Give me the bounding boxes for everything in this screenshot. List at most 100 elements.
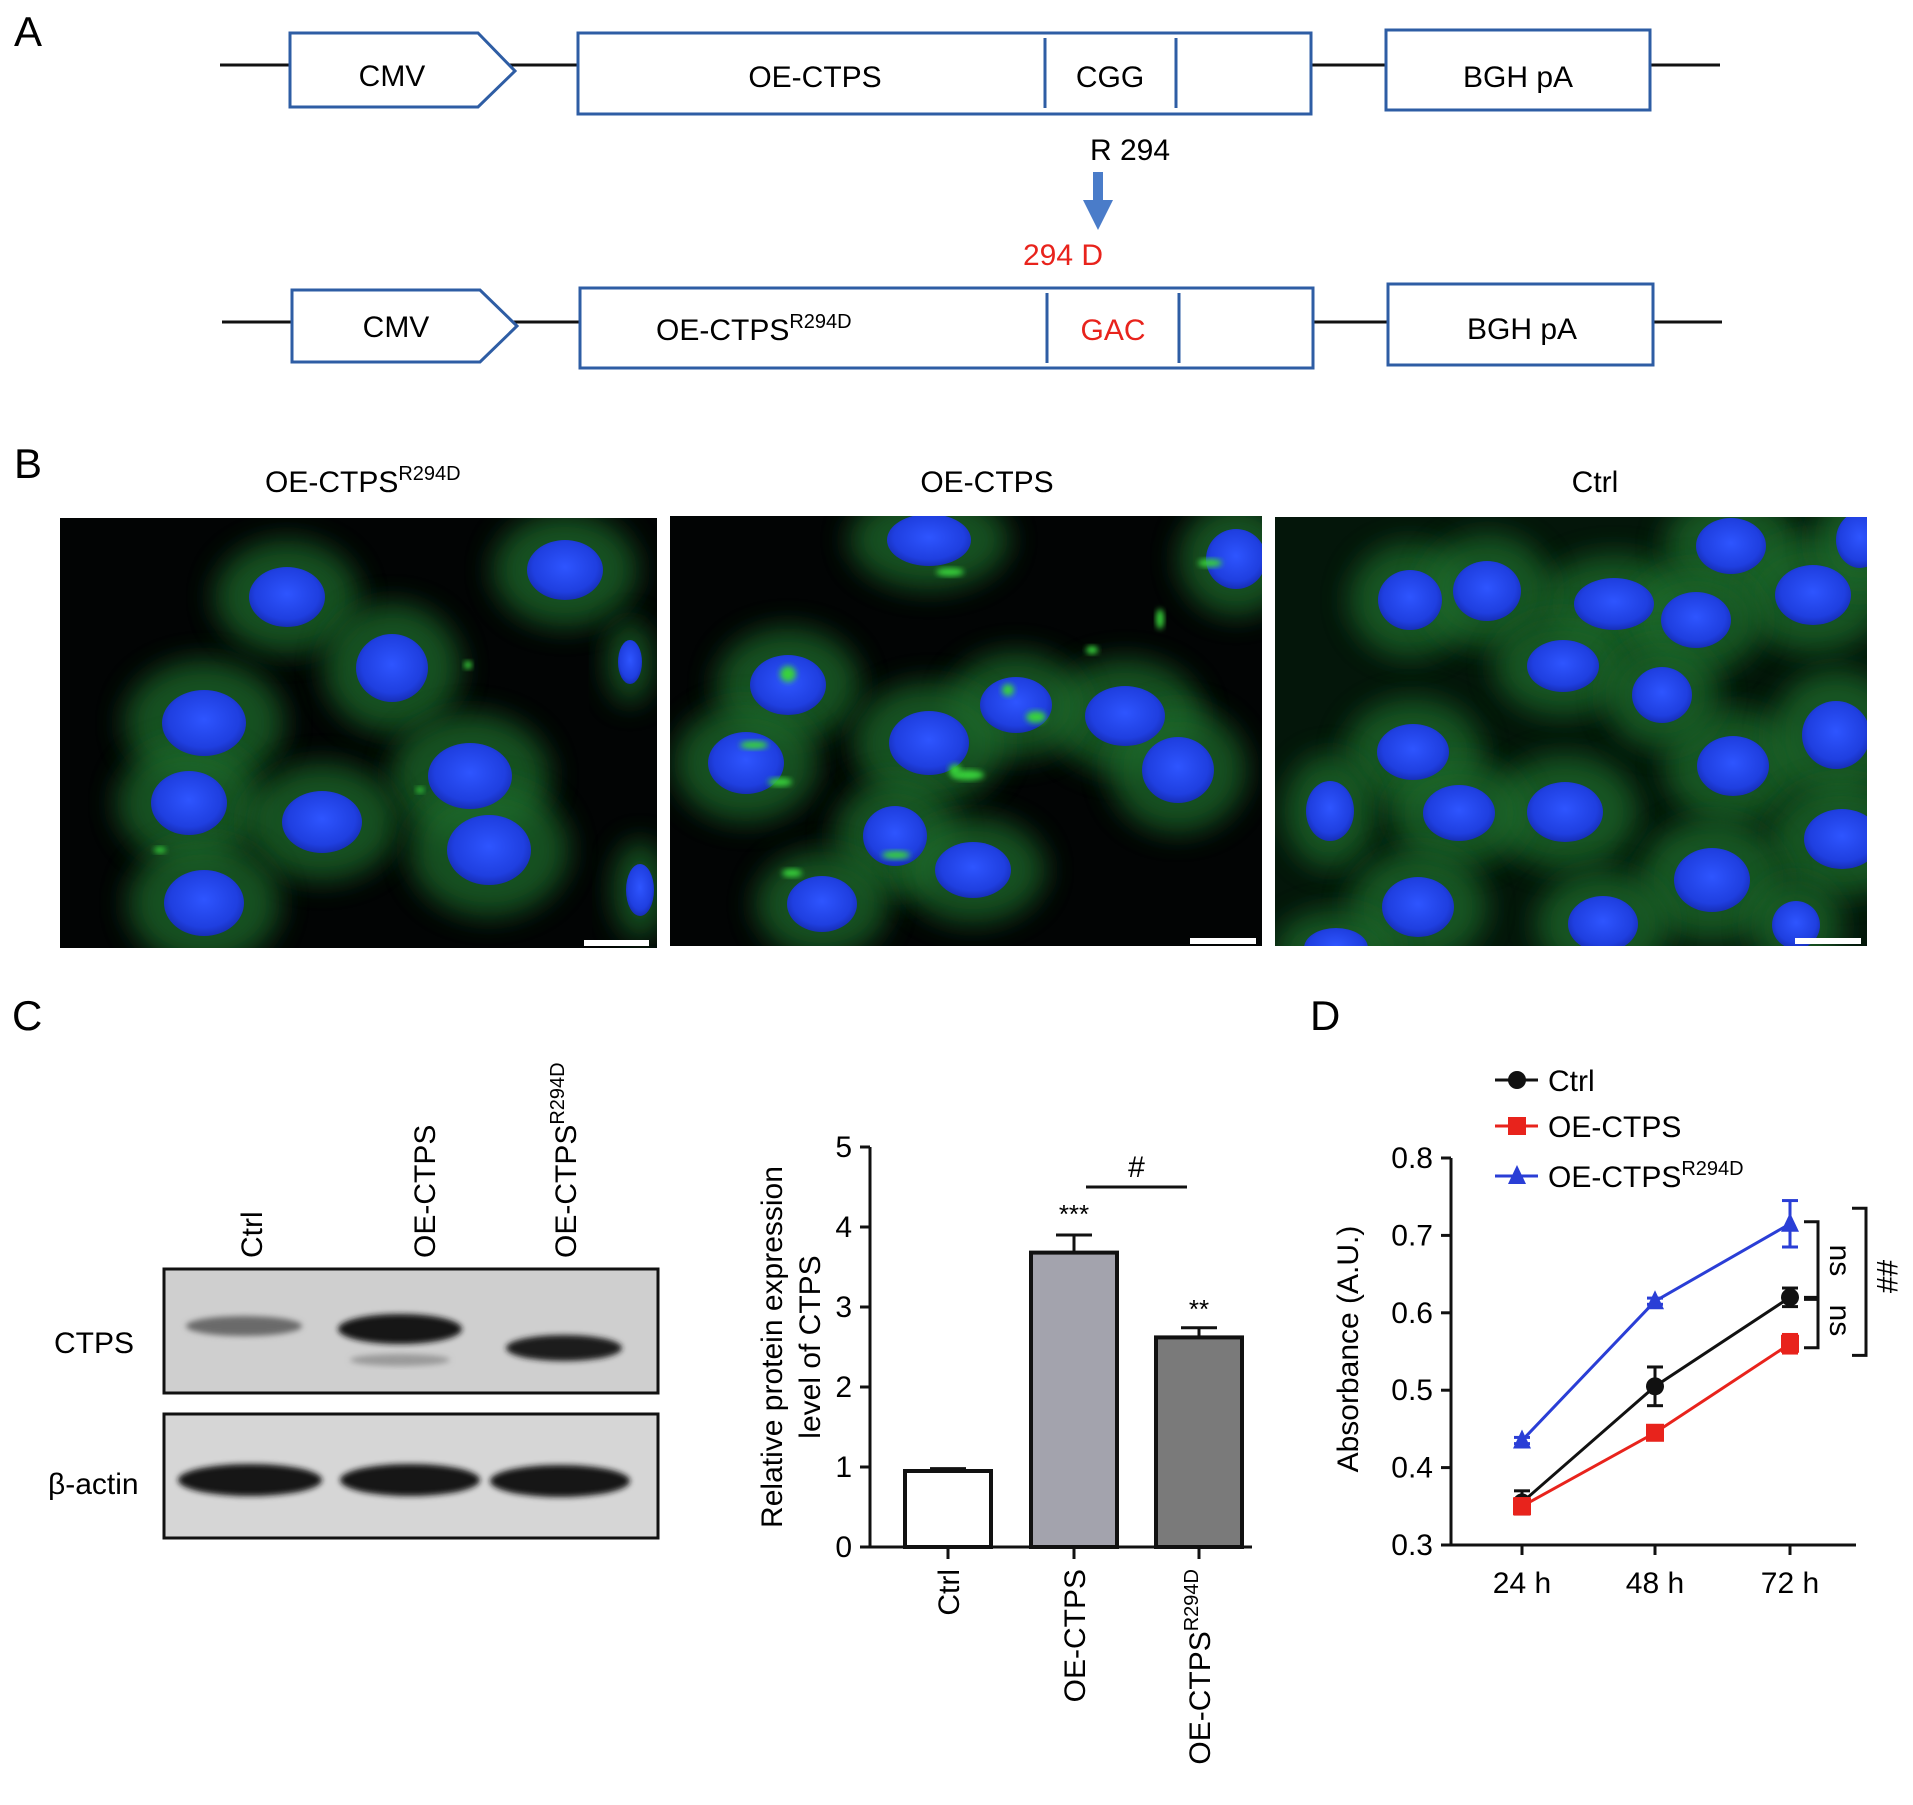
gene-box: [576, 31, 1313, 116]
x-tick-label: OE-CTPS: [1059, 1569, 1092, 1702]
western-blot-ctps: [162, 1267, 660, 1395]
cell-nucleus: [1382, 877, 1454, 937]
panel-b: B OE-CTPSR294D OE-CTPS Ctrl: [14, 440, 1867, 948]
comparison-bracket: [1804, 1220, 1820, 1299]
y-axis-label: Relative protein expression level of CTPS: [756, 1166, 827, 1528]
ctps-filament: [464, 661, 472, 669]
ctps-filament: [1026, 711, 1046, 723]
y-tick-label: 1: [835, 1451, 852, 1484]
polya-label: BGH pA: [1467, 313, 1577, 346]
panel-c-letter: C: [12, 992, 42, 1039]
cell-nucleus: [527, 540, 603, 600]
cell-nucleus: [708, 732, 784, 794]
cmv-promoter-box: [290, 288, 520, 364]
cell-nucleus: [1632, 667, 1692, 723]
y-tick-label: 2: [835, 1371, 852, 1404]
cell-nucleus: [1574, 578, 1654, 630]
cell-nucleus: [1568, 896, 1638, 946]
blot-band: [186, 1316, 302, 1336]
ctps-filament: [1156, 609, 1164, 629]
legend-label: Ctrl: [1548, 1065, 1595, 1098]
panel-a-letter: A: [14, 8, 42, 55]
cell-nucleus: [1674, 848, 1750, 912]
cell-nucleus: [282, 791, 362, 853]
y-tick-label: 5: [835, 1131, 852, 1164]
cell-nucleus: [1453, 561, 1521, 621]
cell-nucleus: [1772, 901, 1820, 946]
blot-lane-label: OE-CTPSR294D: [547, 1062, 583, 1258]
polya-label: BGH pA: [1463, 61, 1573, 94]
cell-nucleus: [249, 567, 325, 627]
x-tick-label: Ctrl: [933, 1569, 966, 1616]
legend-marker: [1508, 1165, 1526, 1184]
data-point: [1646, 1290, 1664, 1310]
y-axis-label: Absorbance (A.U.): [1332, 1226, 1365, 1473]
line-chart: 0.3 0.4 0.5 0.6 0.7 0.8 24 h 48 h 72 h Absorbance…: [1332, 1065, 1903, 1600]
data-point: [1781, 1288, 1799, 1307]
cell-nucleus: [447, 815, 531, 885]
blot-band: [338, 1314, 462, 1344]
cell-nucleus: [1306, 781, 1354, 841]
codon-label: GAC: [1080, 314, 1145, 347]
significance-stars: **: [1189, 1294, 1209, 1324]
y-tick-label: 0.5: [1391, 1374, 1433, 1407]
cell-nucleus: [1696, 518, 1766, 574]
scale-bar: [1795, 938, 1861, 944]
cmv-label: CMV: [363, 311, 430, 344]
gene-label: OE-CTPSR294D: [656, 311, 852, 347]
x-tick-label: OE-CTPSR294D: [1181, 1569, 1217, 1765]
cell-nucleus: [428, 743, 512, 809]
significance-hash: #: [1128, 1151, 1145, 1184]
panel-c: C Ctrl OE-CTPS OE-CTPSR294D CTPS β-actin…: [12, 992, 1252, 1765]
scale-bar: [1190, 938, 1256, 944]
polya-box: [1384, 28, 1652, 112]
x-tick-label: 48 h: [1626, 1567, 1684, 1600]
image-title-ctrl: Ctrl: [1572, 466, 1619, 499]
image-title-mutant: OE-CTPSR294D: [265, 463, 461, 499]
significance-hash: ##: [1870, 1260, 1903, 1294]
cmv-promoter-box: [288, 31, 518, 109]
cell-nucleus: [1304, 928, 1368, 946]
cell-nucleus: [356, 634, 428, 702]
ctps-filament: [782, 869, 802, 877]
legend-marker: [1508, 1117, 1526, 1135]
cell-nucleus: [1206, 529, 1262, 589]
y-tick-label: 0.3: [1391, 1529, 1433, 1562]
cmv-label: CMV: [359, 60, 426, 93]
cell-nucleus: [889, 711, 969, 775]
cell-nucleus: [1836, 517, 1867, 568]
panel-a: A CMV OE-CTPS CGG BGH pA R 294 294 D CMV: [14, 8, 1722, 370]
comparison-bracket: [1804, 1297, 1820, 1350]
ctps-filament: [936, 568, 964, 576]
blot-lane-label: Ctrl: [236, 1211, 269, 1258]
cell-cytoplasm: [1275, 910, 1397, 946]
data-point: [1513, 1429, 1531, 1449]
cell-nucleus: [1085, 686, 1165, 746]
blot-band: [340, 1464, 480, 1496]
ctps-filament: [768, 778, 792, 786]
data-point: [1646, 1423, 1664, 1442]
x-tick-label: 24 h: [1493, 1567, 1551, 1600]
blot-band: [178, 1464, 322, 1496]
cell-nucleus: [750, 655, 826, 715]
y-tick-label: 4: [835, 1211, 852, 1244]
cell-nucleus: [618, 640, 642, 684]
comparison-bracket: [1852, 1206, 1868, 1357]
data-point: [1781, 1212, 1799, 1232]
significance-ns: ns: [1823, 1305, 1856, 1337]
significance-stars: ***: [1059, 1199, 1089, 1229]
panel-d-letter: D: [1310, 992, 1340, 1039]
cell-nucleus: [1804, 809, 1867, 869]
cell-nucleus: [1378, 570, 1442, 630]
cell-nucleus: [151, 771, 227, 835]
cell-nucleus: [1661, 592, 1731, 648]
ctps-filament: [1086, 646, 1098, 654]
mutation-from-label: R 294: [1090, 134, 1170, 167]
scale-bar: [584, 940, 649, 946]
series-line: [1520, 1222, 1791, 1442]
cell-nucleus: [1423, 785, 1495, 841]
data-point: [1513, 1497, 1531, 1516]
cell-nucleus: [887, 516, 971, 566]
